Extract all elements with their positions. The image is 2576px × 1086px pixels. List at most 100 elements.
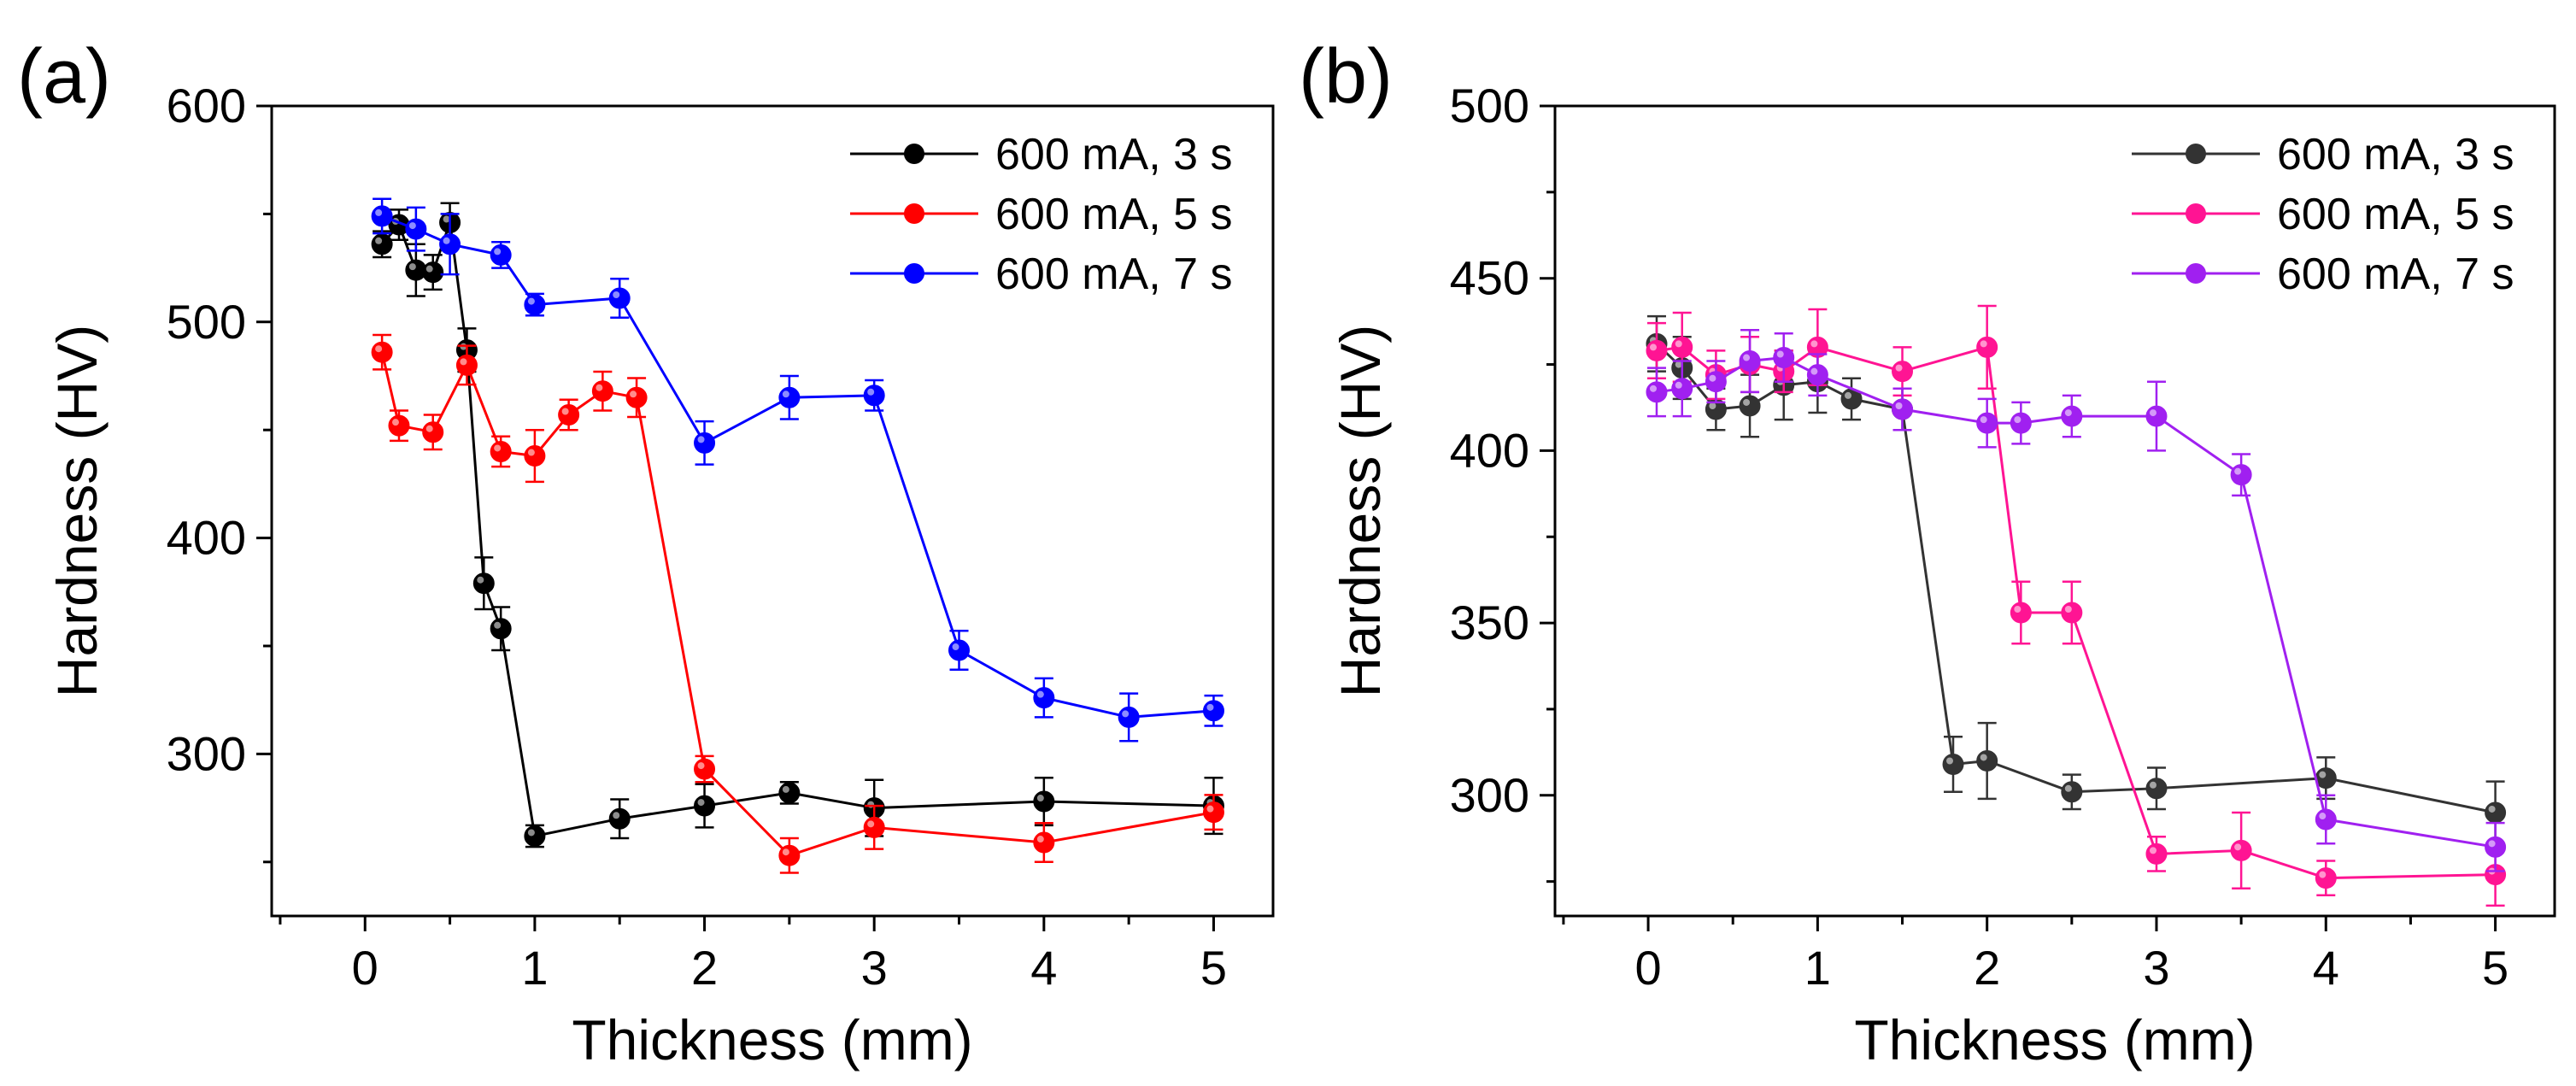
data-point-highlight [527, 829, 535, 837]
data-point-highlight [2234, 467, 2242, 475]
y-axis-title: Hardness (HV) [1329, 325, 1392, 697]
data-point [422, 261, 444, 284]
data-point-highlight [697, 799, 705, 807]
data-point [2145, 842, 2168, 865]
data-point [490, 440, 512, 462]
chart-a-hardness-vs-thickness: (a) 0 1 2 3 4 5 300 400 500 600 Thickness (mm) Hardn… [17, 34, 1275, 1071]
data-point-highlight [697, 762, 705, 770]
data-point [2145, 778, 2168, 800]
series-3 [1646, 328, 2507, 872]
legend-marker [904, 263, 924, 284]
data-point [2315, 808, 2337, 831]
x-tick-label: 1 [521, 941, 548, 995]
panel-label: (b) [1299, 34, 1393, 120]
data-point [388, 414, 410, 437]
data-point-highlight [2234, 843, 2242, 851]
data-point-highlight [2064, 409, 2072, 417]
data-point-highlight [1980, 340, 1987, 348]
data-point-highlight [2149, 847, 2156, 854]
data-point-highlight [527, 449, 535, 456]
data-point [558, 404, 580, 426]
y-tick-label: 400 [167, 511, 246, 565]
data-point [2061, 405, 2083, 427]
legend-label: 600 mA, 7 s [995, 249, 1232, 299]
data-point [1773, 346, 1795, 368]
data-point [694, 431, 716, 454]
data-point [1671, 336, 1693, 358]
data-point-highlight [1675, 361, 1682, 368]
data-point [371, 341, 393, 363]
data-point-highlight [1649, 385, 1657, 392]
data-point [778, 782, 801, 804]
x-tick-label: 4 [1030, 941, 1057, 995]
data-point-highlight [1675, 340, 1682, 348]
data-point-highlight [596, 384, 603, 391]
legend-label: 600 mA, 7 s [2277, 249, 2514, 299]
data-point [778, 844, 801, 866]
data-point-highlight [1845, 391, 1852, 399]
x-tick-label: 5 [1200, 941, 1227, 995]
data-point-highlight [2064, 784, 2072, 792]
data-point [1705, 371, 1727, 393]
legend-label: 600 mA, 3 s [995, 130, 1232, 179]
data-point [2230, 464, 2252, 486]
data-point-highlight [630, 390, 637, 398]
data-point [863, 816, 885, 838]
x-axis-title: Thickness (mm) [572, 1008, 972, 1071]
data-point [1202, 801, 1224, 824]
data-point-highlight [1743, 398, 1751, 406]
y-tick-label: 300 [1450, 768, 1529, 822]
panel-label: (a) [17, 34, 111, 120]
data-point [948, 639, 971, 661]
data-point-highlight [1675, 381, 1682, 389]
y-tick-label: 300 [167, 726, 246, 780]
data-point [2061, 602, 2083, 624]
legend-marker [2186, 144, 2206, 164]
data-point-highlight [867, 388, 875, 396]
legend: 600 mA, 3 s 600 mA, 5 s 600 mA, 7 s [2132, 130, 2514, 299]
data-point-highlight [1709, 374, 1716, 382]
x-tick-label: 1 [1804, 941, 1831, 995]
data-point-highlight [867, 820, 875, 828]
y-axis-title: Hardness (HV) [45, 325, 109, 697]
legend-marker [2186, 203, 2206, 224]
data-point-highlight [375, 345, 383, 353]
data-point-highlight [1206, 703, 1214, 711]
x-tick-label: 3 [861, 941, 888, 995]
data-point [2315, 867, 2337, 889]
legend-label: 600 mA, 3 s [2277, 130, 2514, 179]
data-point [439, 233, 461, 255]
data-point [694, 795, 716, 817]
data-point-highlight [782, 390, 789, 398]
data-point [1671, 378, 1693, 400]
data-point [455, 354, 478, 376]
plot-frame [1553, 104, 2556, 918]
data-point-highlight [1895, 402, 1903, 409]
data-point-highlight [1036, 795, 1044, 802]
data-point-highlight [613, 812, 620, 819]
data-point-highlight [527, 297, 535, 305]
data-point-highlight [375, 208, 383, 216]
data-point [1033, 790, 1055, 813]
data-point-highlight [2488, 805, 2496, 813]
data-point-highlight [443, 237, 450, 244]
chart-b-hardness-vs-thickness: (b) 0 1 2 3 4 5 300 350 400 450 500 Thickness (mm) Ha… [1299, 34, 2556, 1071]
data-point-highlight [425, 425, 433, 432]
data-point-highlight [782, 785, 789, 793]
data-point-highlight [1980, 416, 1987, 424]
data-point [2010, 412, 2032, 434]
series-3 [371, 197, 1224, 743]
x-axis-title: Thickness (mm) [1854, 1008, 2255, 1071]
data-point-highlight [477, 576, 484, 584]
data-point-highlight [1980, 754, 1987, 761]
data-point [1202, 700, 1224, 722]
data-point-highlight [1206, 805, 1214, 813]
data-point-highlight [1036, 690, 1044, 698]
data-point-highlight [1895, 364, 1903, 372]
data-point [608, 287, 631, 309]
data-point-highlight [1810, 367, 1818, 375]
data-point [1976, 749, 1998, 772]
data-point [2061, 781, 2083, 803]
data-point-highlight [408, 263, 416, 271]
